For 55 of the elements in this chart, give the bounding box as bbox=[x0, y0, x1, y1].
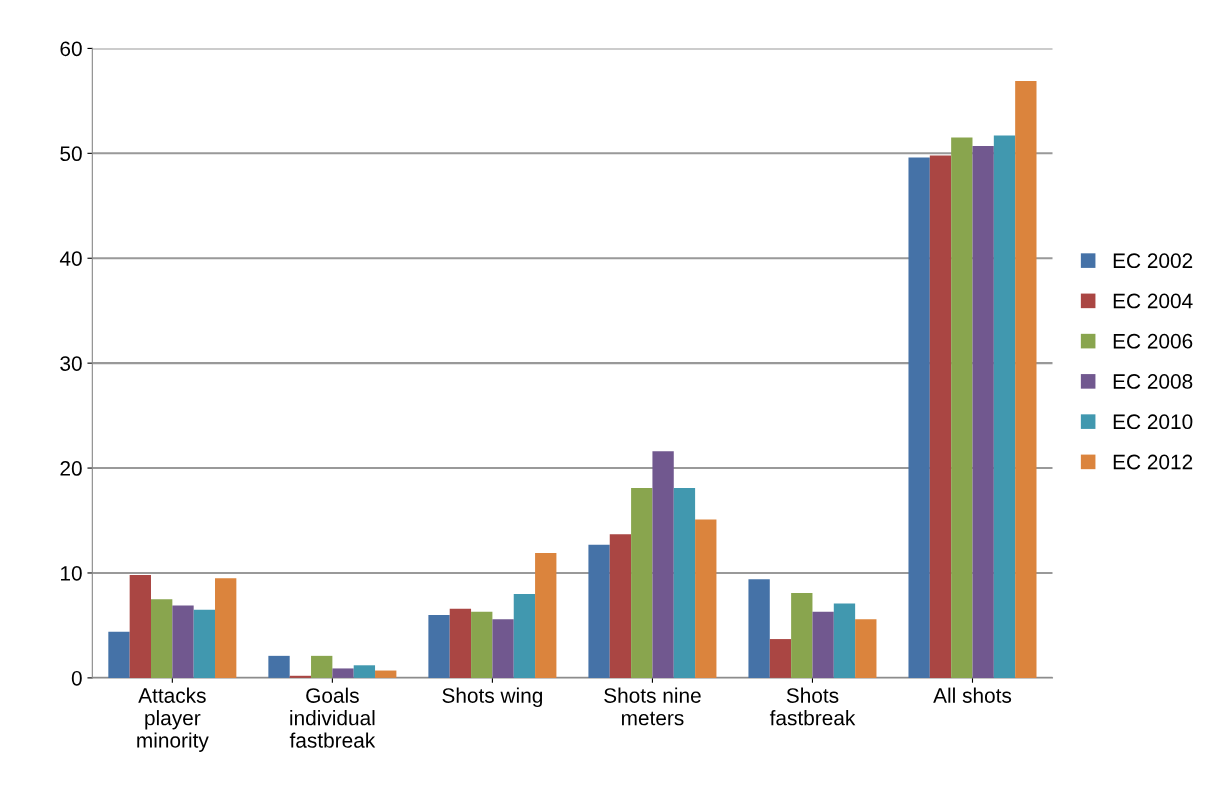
y-tick-label: 60 bbox=[60, 41, 82, 57]
x-tick-label: All shots bbox=[933, 687, 1012, 703]
y-tick-label: 40 bbox=[59, 251, 82, 266]
bar bbox=[951, 137, 973, 678]
bar bbox=[673, 487, 696, 678]
x-tick-label: Shots fastbreak bbox=[769, 687, 856, 726]
bar bbox=[513, 593, 536, 678]
legend-label: EC 2002 bbox=[1113, 253, 1193, 269]
bar bbox=[833, 603, 856, 678]
bar bbox=[311, 655, 333, 678]
bar bbox=[631, 487, 653, 678]
y-tick-label: 0 bbox=[71, 670, 82, 686]
bar bbox=[769, 639, 792, 678]
bar bbox=[471, 611, 493, 678]
bar bbox=[332, 668, 354, 678]
bar bbox=[993, 135, 1016, 678]
bar bbox=[972, 145, 994, 678]
bar bbox=[908, 157, 930, 678]
bar bbox=[268, 655, 290, 678]
bar bbox=[375, 670, 397, 678]
bar bbox=[129, 575, 151, 678]
bar bbox=[215, 578, 237, 678]
bar bbox=[289, 675, 312, 678]
legend-label: EC 2006 bbox=[1113, 333, 1193, 349]
x-tick-label: Goals individual fastbreak bbox=[289, 687, 376, 748]
bar bbox=[492, 619, 514, 678]
bar bbox=[929, 155, 952, 678]
bar bbox=[748, 579, 770, 678]
bar bbox=[812, 611, 834, 678]
bar bbox=[535, 553, 557, 678]
y-tick-label: 50 bbox=[60, 146, 82, 162]
y-tick-label: 30 bbox=[60, 356, 82, 371]
bar bbox=[791, 592, 813, 678]
y-tick-label: 20 bbox=[60, 461, 82, 476]
bar bbox=[652, 451, 674, 678]
bar bbox=[108, 631, 130, 678]
bar bbox=[353, 665, 376, 678]
bar bbox=[695, 519, 717, 678]
legend-label: EC 2008 bbox=[1113, 374, 1193, 389]
bar bbox=[1015, 80, 1037, 678]
legend-label: EC 2010 bbox=[1113, 414, 1193, 430]
bar bbox=[151, 599, 173, 678]
bar bbox=[855, 619, 877, 678]
legend-label: EC 2012 bbox=[1113, 454, 1193, 470]
bar bbox=[172, 605, 194, 678]
bar bbox=[428, 614, 450, 678]
legend-label: EC 2004 bbox=[1113, 293, 1193, 309]
bar bbox=[193, 609, 216, 678]
y-tick-label: 10 bbox=[61, 565, 82, 581]
x-tick-label: Shots wing bbox=[442, 687, 543, 708]
bar bbox=[588, 544, 610, 678]
bar bbox=[449, 608, 472, 678]
x-tick-label: Shots nine meters bbox=[604, 687, 701, 726]
x-tick-label: Attacks player minority bbox=[137, 687, 209, 752]
bar bbox=[609, 534, 632, 678]
